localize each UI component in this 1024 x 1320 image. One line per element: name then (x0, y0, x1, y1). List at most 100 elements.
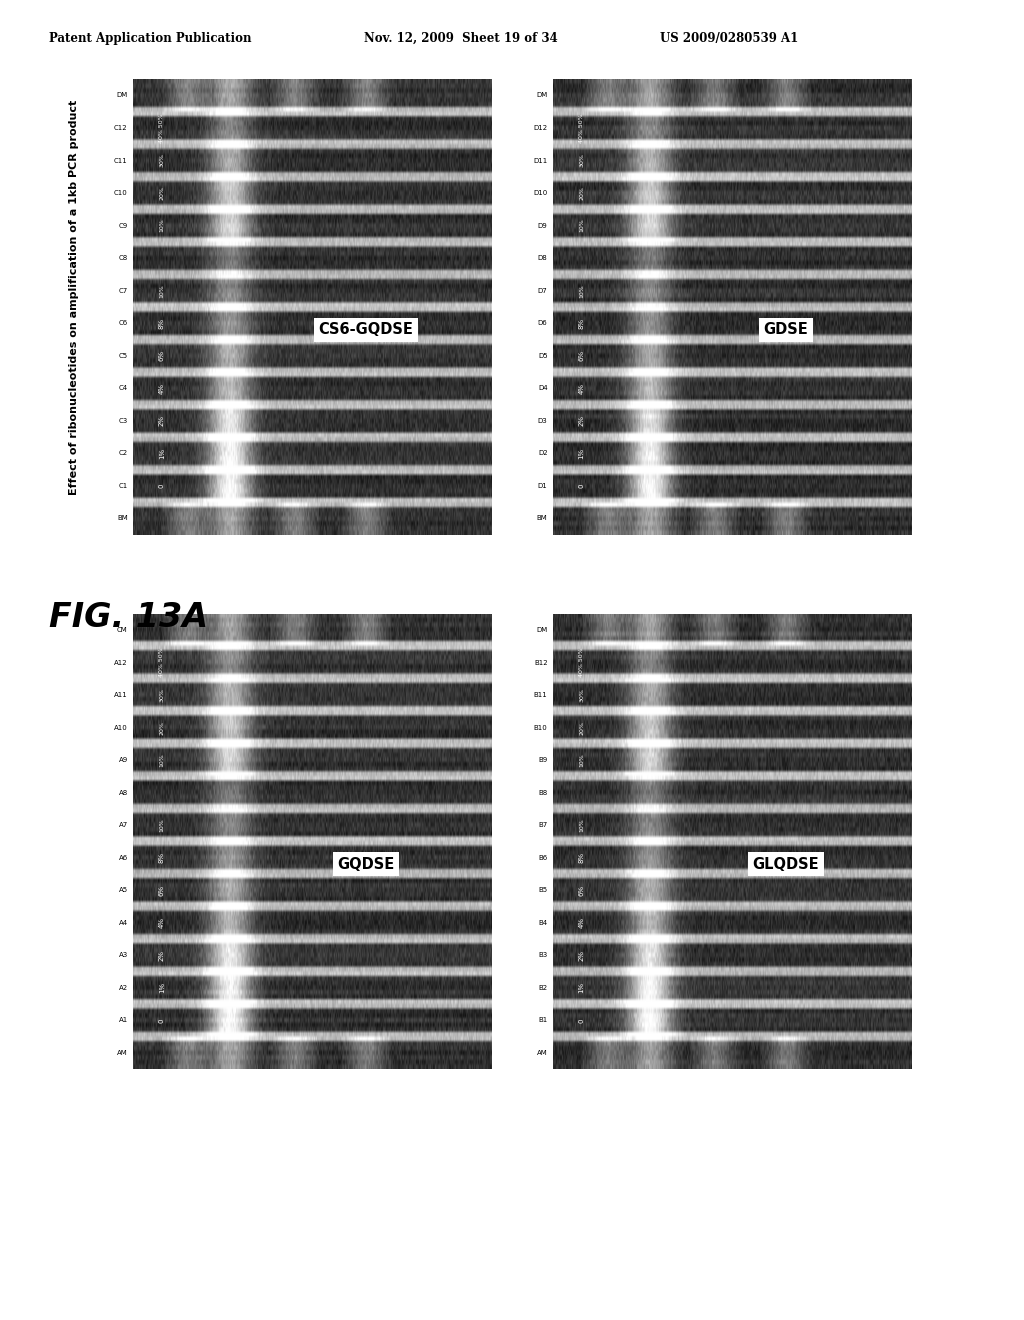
Text: C5: C5 (119, 352, 128, 359)
Text: 10%: 10% (580, 284, 584, 297)
Text: B10: B10 (534, 725, 548, 731)
Text: US 2009/0280539 A1: US 2009/0280539 A1 (660, 32, 799, 45)
Text: D11: D11 (534, 157, 548, 164)
Text: DM: DM (537, 627, 548, 634)
Text: C11: C11 (114, 157, 128, 164)
Text: A12: A12 (114, 660, 128, 665)
Text: CS6-GQDSE: CS6-GQDSE (318, 322, 414, 337)
Text: GLQDSE: GLQDSE (753, 857, 819, 871)
Text: B12: B12 (534, 660, 548, 665)
Text: 1%: 1% (579, 447, 585, 459)
Text: GQDSE: GQDSE (338, 857, 394, 871)
Text: B7: B7 (539, 822, 548, 828)
Text: A8: A8 (119, 789, 128, 796)
Text: 30%: 30% (160, 153, 164, 168)
Text: B2: B2 (539, 985, 548, 991)
Text: D7: D7 (538, 288, 548, 293)
Text: 2%: 2% (159, 416, 165, 426)
Text: D1: D1 (538, 483, 548, 488)
Text: 20%: 20% (580, 186, 584, 201)
Text: D5: D5 (538, 352, 548, 359)
Text: A6: A6 (119, 855, 128, 861)
Text: 4%: 4% (579, 383, 585, 393)
Text: B8: B8 (539, 789, 548, 796)
Text: B9: B9 (539, 758, 548, 763)
Text: Effect of ribonucleotides on amplification of a 1kb PCR product: Effect of ribonucleotides on amplificati… (69, 99, 79, 495)
Text: 2%: 2% (159, 950, 165, 961)
Text: A2: A2 (119, 985, 128, 991)
Text: rNTP Series:: rNTP Series: (537, 975, 541, 1014)
Text: rATP Series:: rATP Series: (537, 855, 541, 892)
Text: 8%: 8% (159, 853, 165, 863)
Text: DM: DM (117, 92, 128, 99)
Text: 1%: 1% (159, 982, 165, 994)
Text: 8%: 8% (579, 318, 585, 329)
Text: 40% 50%: 40% 50% (160, 648, 164, 677)
Text: B3: B3 (539, 952, 548, 958)
Text: 0: 0 (579, 483, 585, 488)
Text: D10: D10 (534, 190, 548, 197)
Text: A10: A10 (114, 725, 128, 731)
Text: 20%: 20% (160, 721, 164, 735)
Text: C12: C12 (114, 125, 128, 131)
Text: B4: B4 (539, 920, 548, 925)
Text: A1: A1 (119, 1018, 128, 1023)
Text: 10%: 10% (580, 818, 584, 832)
Text: A3: A3 (119, 952, 128, 958)
Text: 0: 0 (159, 1018, 165, 1023)
Text: BM: BM (537, 515, 548, 521)
Text: A9: A9 (119, 758, 128, 763)
Text: 0: 0 (159, 483, 165, 488)
Text: 0: 0 (579, 1018, 585, 1023)
Text: rATP Series:: rATP Series: (117, 855, 121, 892)
Text: A7: A7 (119, 822, 128, 828)
Text: Patent Application Publication: Patent Application Publication (49, 32, 252, 45)
Text: C6: C6 (119, 321, 128, 326)
Text: D3: D3 (538, 417, 548, 424)
Text: CM: CM (117, 627, 128, 634)
Text: 6%: 6% (579, 350, 585, 362)
Text: rATP Series:: rATP Series: (117, 321, 121, 358)
Text: 8%: 8% (579, 853, 585, 863)
Text: 10%: 10% (580, 754, 584, 767)
Text: 4%: 4% (159, 917, 165, 928)
Text: 40% 50%: 40% 50% (580, 648, 584, 677)
Text: 6%: 6% (579, 884, 585, 896)
Text: GDSE: GDSE (764, 322, 808, 337)
Text: rNTP Series:: rNTP Series: (117, 975, 121, 1014)
Text: 8%: 8% (159, 318, 165, 329)
Text: rATP Series:: rATP Series: (537, 321, 541, 358)
Text: C3: C3 (119, 417, 128, 424)
Text: AM: AM (117, 1049, 128, 1056)
Text: 10%: 10% (580, 219, 584, 232)
Text: A11: A11 (114, 692, 128, 698)
Text: 10%: 10% (160, 754, 164, 767)
Text: FIG. 13A: FIG. 13A (49, 601, 208, 634)
Text: B6: B6 (539, 855, 548, 861)
Text: BM: BM (117, 515, 128, 521)
Text: Nov. 12, 2009  Sheet 19 of 34: Nov. 12, 2009 Sheet 19 of 34 (364, 32, 557, 45)
Text: B5: B5 (539, 887, 548, 894)
Text: D2: D2 (538, 450, 548, 457)
Text: D8: D8 (538, 255, 548, 261)
Text: C2: C2 (119, 450, 128, 457)
Text: 20%: 20% (580, 721, 584, 735)
Text: 2%: 2% (579, 950, 585, 961)
Text: DM: DM (537, 92, 548, 99)
Text: C9: C9 (119, 223, 128, 228)
Text: C4: C4 (119, 385, 128, 391)
Text: D4: D4 (538, 385, 548, 391)
Text: 6%: 6% (159, 884, 165, 896)
Text: 30%: 30% (580, 153, 584, 168)
Text: D9: D9 (538, 223, 548, 228)
Text: 1%: 1% (159, 447, 165, 459)
Text: 1%: 1% (579, 982, 585, 994)
Text: A4: A4 (119, 920, 128, 925)
Text: 40% 50%: 40% 50% (160, 114, 164, 143)
Text: AM: AM (537, 1049, 548, 1056)
Text: C8: C8 (119, 255, 128, 261)
Text: 30%: 30% (160, 688, 164, 702)
Text: rNTP Series:: rNTP Series: (537, 441, 541, 479)
Text: 6%: 6% (159, 350, 165, 362)
Text: 4%: 4% (579, 917, 585, 928)
